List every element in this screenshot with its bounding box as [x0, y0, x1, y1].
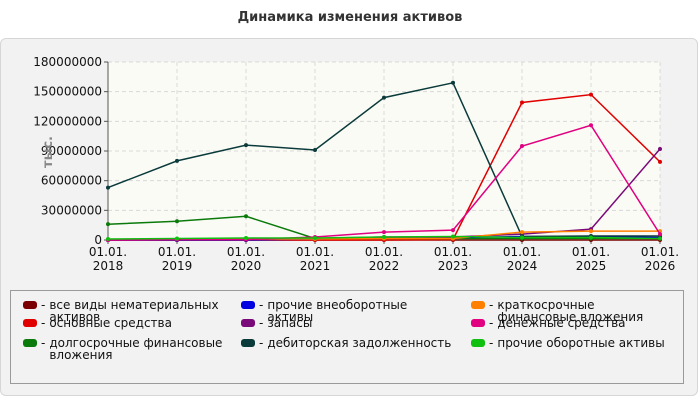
legend-label: дебиторская задолженность [267, 336, 452, 350]
data-point [520, 230, 524, 235]
legend-swatch [471, 301, 485, 309]
legend-item: - дебиторская задолженность [241, 337, 453, 349]
legend-swatch [471, 339, 485, 347]
data-point [175, 236, 179, 241]
data-point [451, 234, 455, 239]
chart-legend: - все виды нематериальных активов - основны… [10, 290, 684, 384]
data-point [244, 214, 248, 219]
series-прочие-оборотные-активы [106, 234, 662, 242]
legend-label: запасы [267, 316, 313, 330]
y-tick-label: 150000000 [33, 85, 102, 99]
data-point [589, 123, 593, 128]
legend-dash: - [41, 336, 46, 350]
legend-dash: - [489, 316, 494, 330]
data-point [106, 222, 110, 227]
legend-dash: - [259, 298, 264, 312]
legend-dash: - [259, 316, 264, 330]
legend-item: - основные средства [23, 317, 235, 329]
data-point [658, 147, 662, 152]
data-point [244, 236, 248, 241]
legend-label: денежные средства [497, 316, 626, 330]
legend-swatch [23, 301, 37, 309]
data-point [520, 144, 524, 149]
legend-item: - прочие оборотные активы [471, 337, 676, 349]
legend-swatch [241, 319, 255, 327]
data-point [382, 235, 386, 240]
legend-dash: - [489, 298, 494, 312]
data-point [658, 159, 662, 164]
legend-item: - краткосрочные финансовые вложения [471, 299, 676, 323]
data-point [658, 236, 662, 241]
y-tick-label: 0 [94, 233, 102, 247]
chart-title: Динамика изменения активов [237, 10, 463, 25]
legend-dash: - [259, 336, 264, 350]
x-tick-label: 01.01. 2025 [572, 245, 610, 273]
legend-swatch [241, 339, 255, 347]
legend-label: долгосрочные финансовые вложения [49, 336, 223, 362]
legend-label: прочие внеоборотные активы [267, 298, 408, 324]
data-point [106, 237, 110, 242]
data-point [382, 230, 386, 235]
data-point [589, 235, 593, 240]
data-point [313, 236, 317, 241]
data-point [382, 95, 386, 100]
legend-dash: - [41, 298, 46, 312]
y-tick-label: 60000000 [41, 174, 102, 188]
data-point [313, 148, 317, 153]
legend-item: - долгосрочные финансовые вложения [23, 337, 235, 361]
x-tick-label: 01.01. 2021 [296, 245, 334, 273]
legend-dash: - [489, 336, 494, 350]
data-point [658, 232, 662, 237]
legend-label: прочие оборотные активы [497, 336, 665, 350]
x-tick-label: 01.01. 2023 [434, 245, 472, 273]
legend-label: краткосрочные финансовые вложения [497, 298, 644, 324]
legend-swatch [23, 319, 37, 327]
data-point [520, 235, 524, 240]
legend-label: все виды нематериальных активов [49, 298, 219, 324]
y-tick-label: 90000000 [41, 144, 102, 158]
legend-item: - запасы [241, 317, 453, 329]
data-point [520, 100, 524, 105]
x-tick-label: 01.01. 2019 [158, 245, 196, 273]
data-point [175, 219, 179, 224]
x-tick-label: 01.01. 2026 [641, 245, 679, 273]
data-point [451, 228, 455, 233]
y-tick-label: 120000000 [33, 114, 102, 128]
legend-item: - денежные средства [471, 317, 676, 329]
data-point [244, 143, 248, 148]
data-point [589, 92, 593, 97]
legend-swatch [241, 301, 255, 309]
legend-swatch [23, 339, 37, 347]
x-tick-label: 01.01. 2020 [227, 245, 265, 273]
y-axis-label: тыс. [41, 136, 56, 168]
legend-swatch [471, 319, 485, 327]
data-point [589, 229, 593, 234]
x-tick-label: 01.01. 2022 [365, 245, 403, 273]
legend-item: - все виды нематериальных активов [23, 299, 235, 323]
x-tick-label: 01.01. 2024 [503, 245, 541, 273]
data-point [451, 80, 455, 85]
data-point [106, 185, 110, 190]
data-point [175, 158, 179, 163]
legend-label: основные средства [49, 316, 172, 330]
x-tick-label: 01.01. 2018 [89, 245, 127, 273]
y-tick-label: 30000000 [41, 203, 102, 217]
legend-dash: - [41, 316, 46, 330]
legend-item: - прочие внеоборотные активы [241, 299, 453, 323]
y-tick-label: 180000000 [33, 55, 102, 69]
